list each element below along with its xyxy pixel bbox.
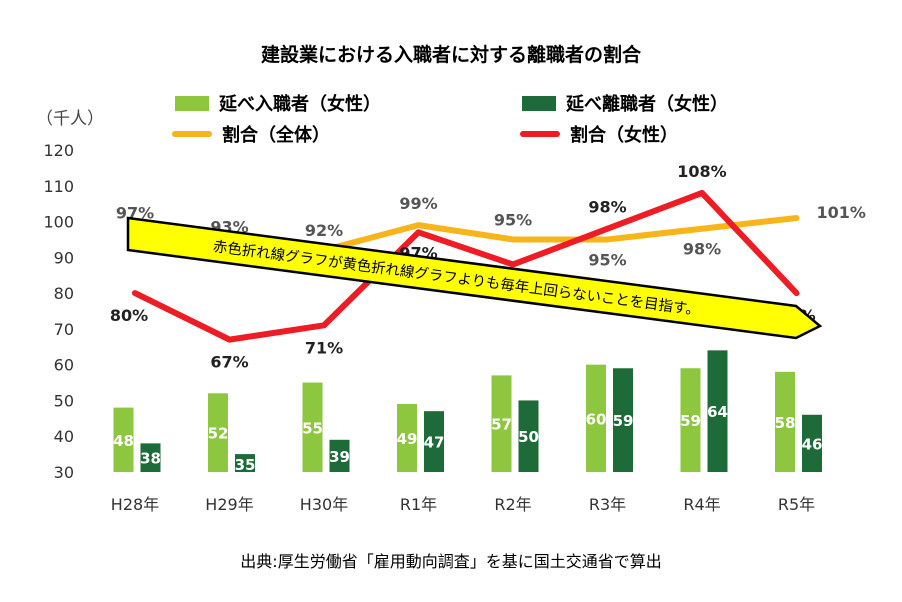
bar-separations (424, 411, 444, 472)
data-label-ratio-all: 97% (116, 203, 154, 222)
x-tick-label: R2年 (494, 495, 531, 514)
data-label-ratio-women: 108% (677, 162, 726, 181)
legend-swatch-all (172, 131, 212, 137)
y-tick-label: 90 (54, 248, 74, 267)
bar-hires (491, 375, 512, 472)
bar-hires (775, 371, 795, 472)
legend-entry-line-women: 割合（女性） (520, 121, 678, 147)
data-label-ratio-women: 80% (110, 306, 148, 325)
bar-separations (329, 439, 350, 472)
y-tick-label: 80 (54, 284, 74, 303)
y-tick-label: 30 (54, 463, 74, 482)
y-axis-unit-label: （千人） (36, 109, 104, 129)
bar-label-hires: 60 (586, 410, 607, 428)
bar-separations (140, 443, 161, 472)
bar-separations (235, 454, 255, 472)
x-tick-label: R3年 (589, 495, 626, 514)
x-tick-label: H29年 (205, 495, 253, 514)
x-tick-label: H28年 (111, 495, 159, 514)
x-tick-label: R1年 (400, 495, 437, 514)
chart-title: 建設業における入職者に対する離職者の割合 (260, 44, 641, 66)
legend-label-hires: 延べ入職者（女性） (219, 94, 381, 115)
annotation-arrow (126, 216, 823, 340)
legend-swatch-women (520, 131, 560, 137)
annotation-text: 赤色折れ線グラフが黄色折れ線グラフよりも毎年上回らないことを目指す。 (212, 238, 701, 319)
bar-hires (302, 382, 323, 472)
bar-label-separations: 46 (802, 435, 823, 453)
bar-label-separations: 64 (707, 403, 728, 421)
data-label-ratio-women: 71% (305, 338, 343, 357)
source-note: 出典:厚生労働省「雇用動向調査」を基に国土交通省で算出 (240, 552, 662, 571)
legend-label-women: 割合（女性） (570, 125, 678, 146)
data-label-ratio-all: 92% (305, 221, 343, 240)
bar-label-hires: 55 (302, 419, 323, 437)
bar-label-separations: 35 (235, 456, 256, 474)
bar-label-separations: 50 (518, 428, 539, 446)
legend-entry-bar-separations: 延べ離職者（女性） (522, 90, 728, 116)
bar-hires (208, 393, 228, 472)
bar-separations (613, 368, 633, 472)
data-label-ratio-all: 95% (588, 250, 626, 269)
bar-separations (802, 414, 822, 472)
y-tick-label: 40 (54, 427, 74, 446)
y-tick-label: 60 (54, 356, 74, 375)
y-tick-label: 120 (43, 141, 74, 160)
y-tick-label: 70 (54, 320, 74, 339)
line-ratio-women (132, 189, 800, 343)
bar-label-hires: 59 (680, 412, 701, 430)
legend-entry-bar-hires: 延べ入職者（女性） (175, 90, 381, 116)
data-label-ratio-all: 99% (399, 194, 437, 213)
bar-label-separations: 59 (613, 412, 634, 430)
x-tick-label: H30年 (300, 495, 348, 514)
x-tick-label: R5年 (778, 495, 815, 514)
bar-label-hires: 52 (208, 425, 229, 443)
bar-separations (707, 350, 728, 472)
bar-label-hires: 57 (491, 416, 512, 434)
bar-label-separations: 47 (424, 434, 445, 452)
x-tick-label: R4年 (683, 495, 720, 514)
y-tick-label: 110 (43, 177, 74, 196)
bar-label-separations: 39 (329, 448, 350, 466)
legend-entry-line-all: 割合（全体） (172, 121, 330, 147)
bar-hires (680, 368, 701, 472)
bar-hires (397, 404, 417, 472)
bar-hires (113, 407, 134, 472)
data-label-ratio-all: 98% (683, 240, 721, 259)
bar-hires (586, 364, 606, 472)
data-label-ratio-all: 95% (494, 210, 532, 229)
legend-label-separations: 延べ離職者（女性） (566, 94, 728, 115)
legend-swatch-hires (175, 95, 209, 111)
bar-separations (518, 400, 539, 472)
bar-label-hires: 49 (397, 430, 418, 448)
y-tick-label: 100 (43, 213, 74, 232)
y-tick-label: 50 (54, 391, 74, 410)
data-label-ratio-women: 67% (210, 353, 248, 372)
legend-swatch-separations (522, 95, 556, 111)
bar-label-hires: 48 (113, 432, 134, 450)
bar-label-hires: 58 (775, 414, 796, 432)
legend-label-all: 割合（全体） (222, 125, 330, 146)
data-label-ratio-women: 98% (588, 198, 626, 217)
bar-label-separations: 38 (140, 450, 161, 468)
data-label-ratio-all: 101% (817, 203, 866, 222)
